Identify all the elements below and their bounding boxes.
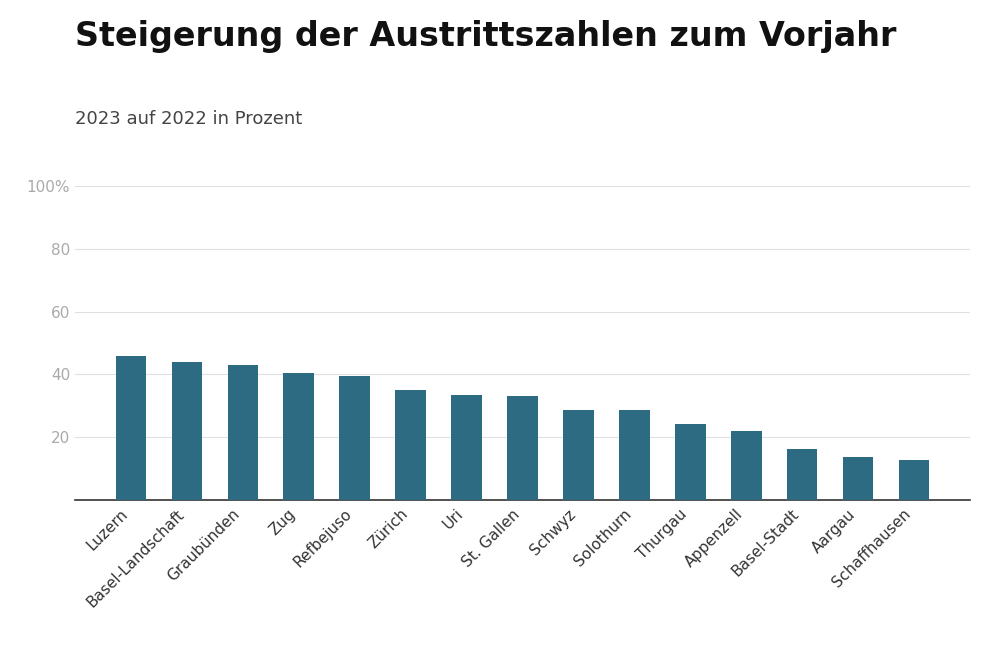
Bar <box>339 376 370 500</box>
Bar <box>451 395 482 500</box>
Bar <box>899 460 929 500</box>
Bar <box>787 450 817 500</box>
Bar <box>116 356 146 500</box>
Text: Steigerung der Austrittszahlen zum Vorjahr: Steigerung der Austrittszahlen zum Vorja… <box>75 20 896 53</box>
Bar <box>675 424 706 500</box>
Bar <box>283 373 314 500</box>
Bar <box>172 362 202 500</box>
Text: 2023 auf 2022 in Prozent: 2023 auf 2022 in Prozent <box>75 110 302 128</box>
Bar <box>228 365 258 500</box>
Bar <box>619 410 650 500</box>
Bar <box>731 431 762 500</box>
Bar <box>395 390 426 500</box>
Bar <box>563 410 594 500</box>
Bar <box>507 396 538 500</box>
Bar <box>843 458 873 500</box>
